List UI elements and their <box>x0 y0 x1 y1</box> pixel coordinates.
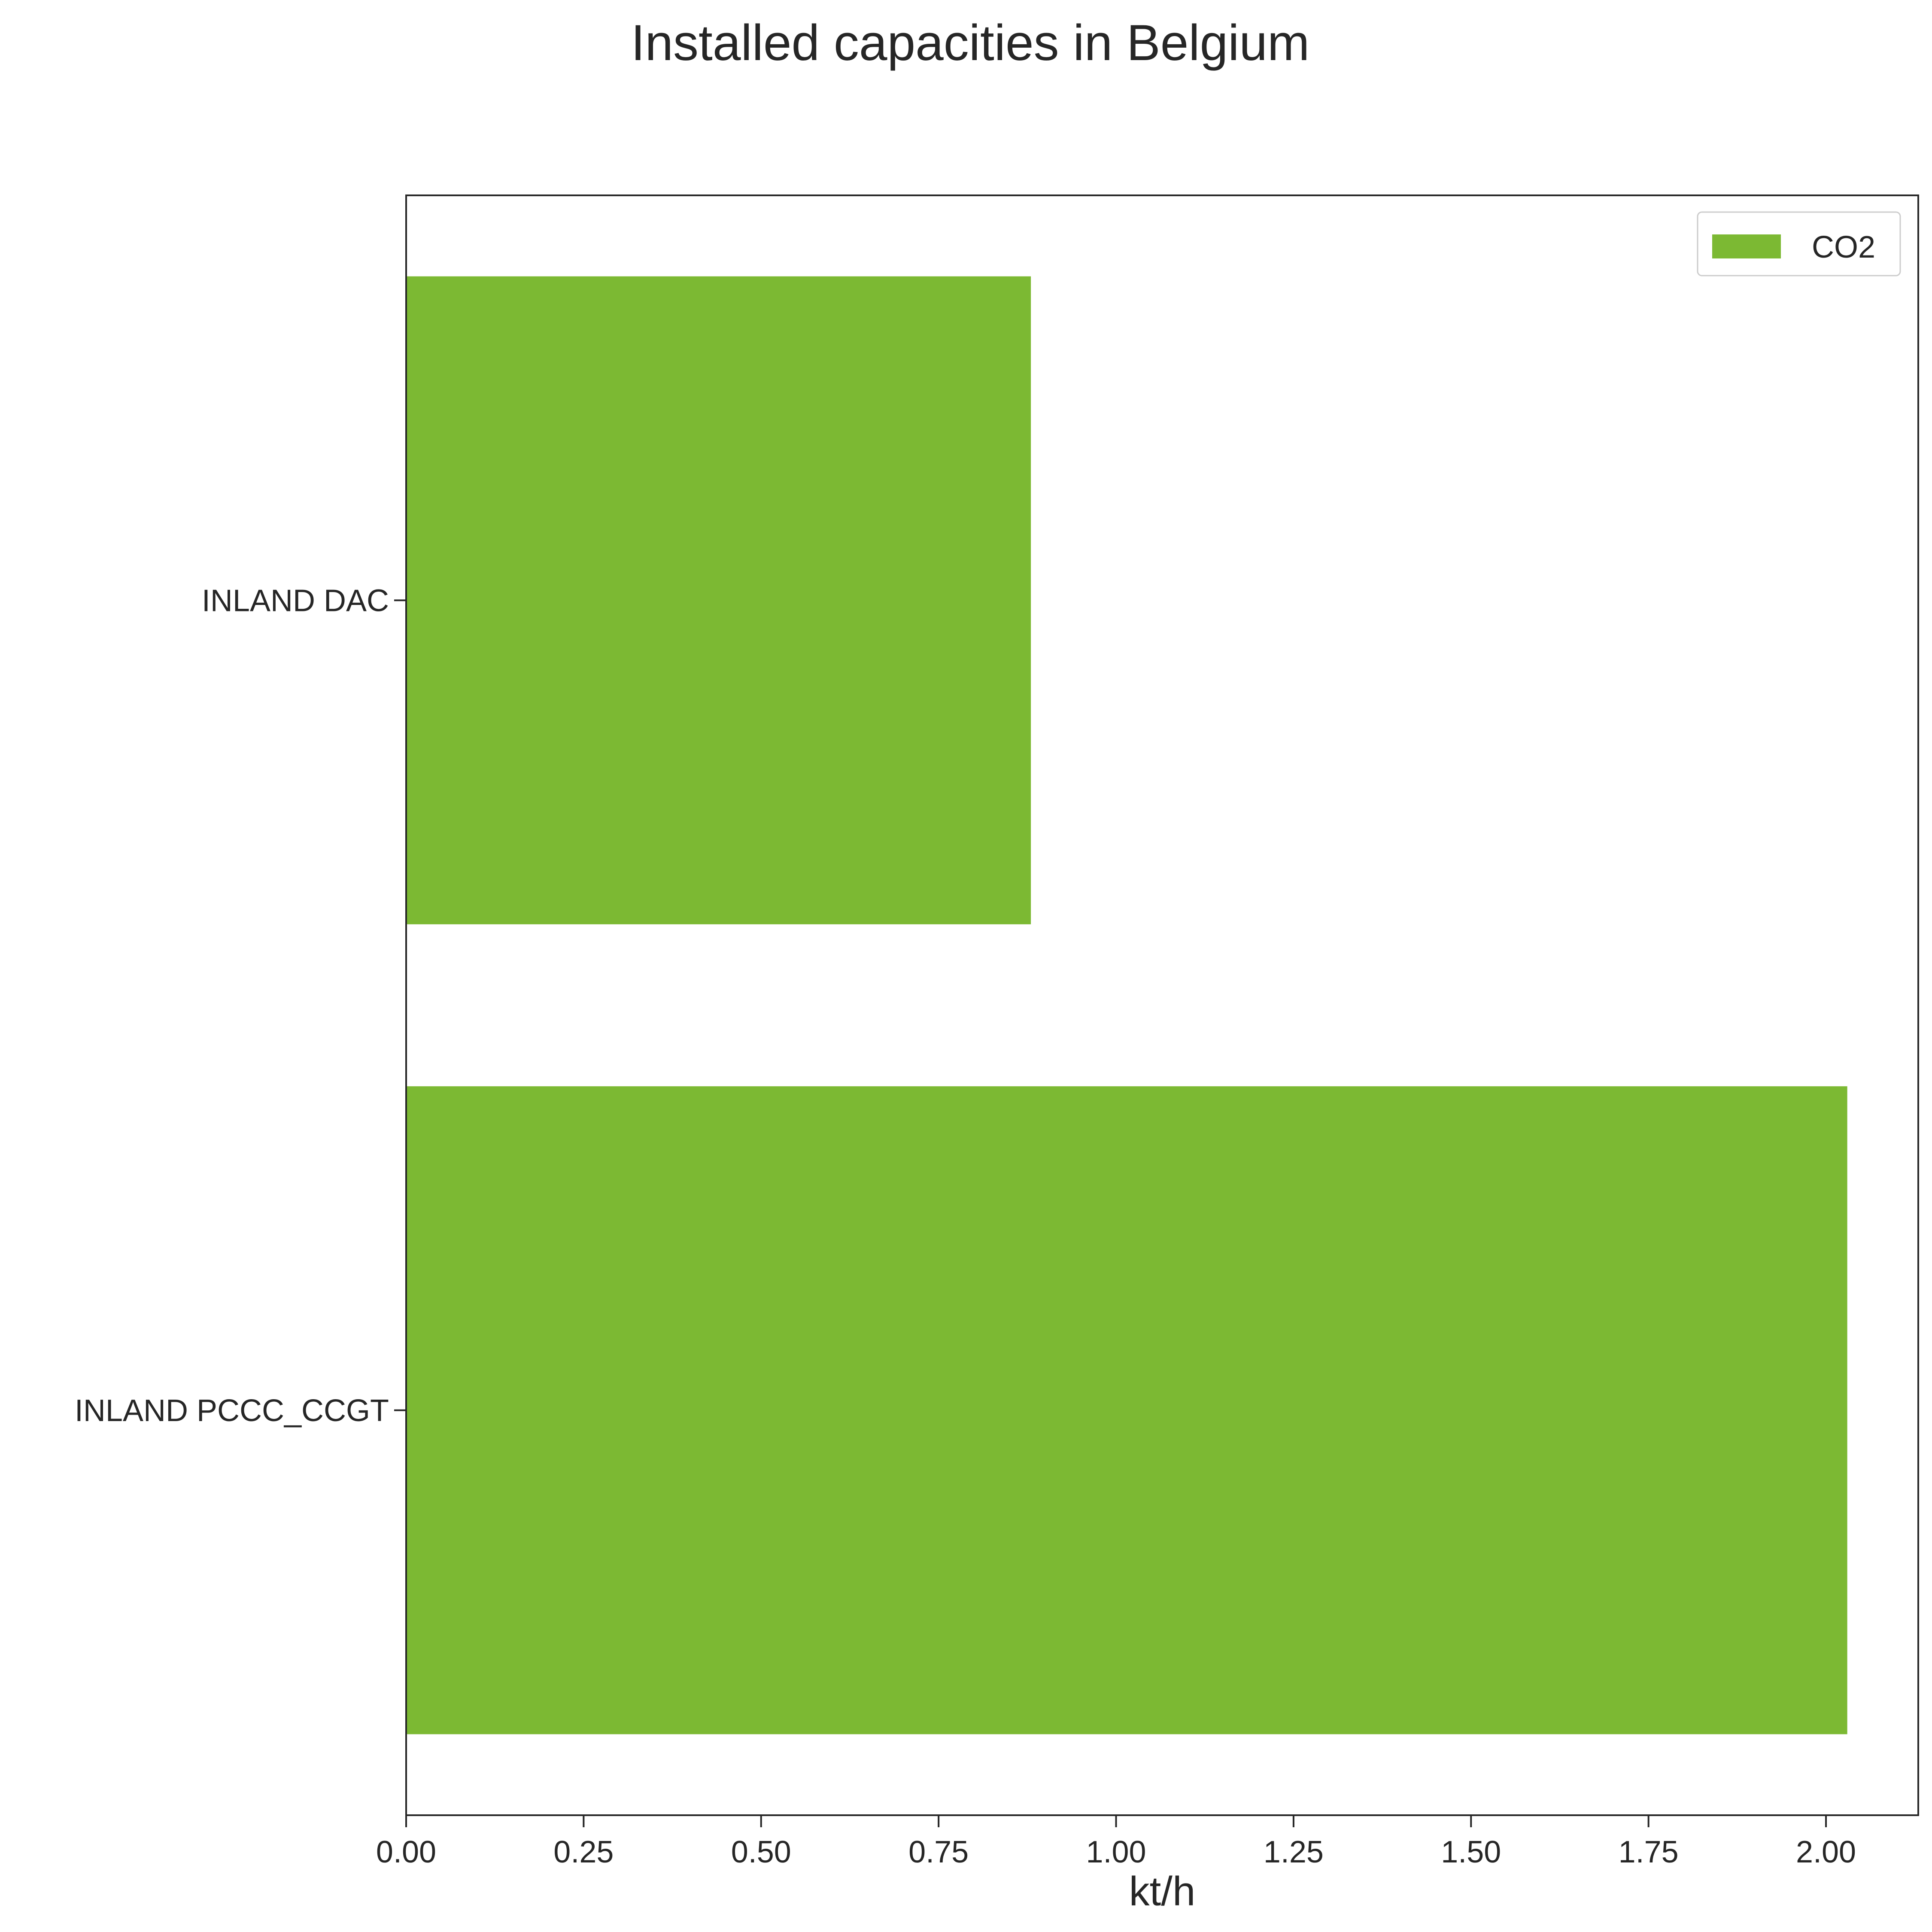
chart-title: Installed capacities in Belgium <box>631 15 1310 71</box>
x-tick-label-4: 1.00 <box>1086 1835 1146 1869</box>
x-tick-label-3: 0.75 <box>908 1835 969 1869</box>
x-tick-label-2: 0.50 <box>731 1835 791 1869</box>
y-tick-label-inland-pccc-ccgt: INLAND PCCC_CCGT <box>75 1394 389 1428</box>
x-axis-label: kt/h <box>1129 1868 1196 1914</box>
legend-swatch-co2 <box>1712 234 1781 258</box>
legend: CO2 <box>1697 211 1901 276</box>
axes-frame <box>405 194 1919 1816</box>
x-axis-ticks: 0.00 0.25 0.50 0.75 1.00 1.25 1.50 1.75 2.00 <box>376 1815 1856 1869</box>
legend-box <box>1697 211 1901 276</box>
x-tick-label-0: 0.00 <box>376 1835 436 1869</box>
x-tick-label-5: 1.25 <box>1264 1835 1324 1869</box>
x-tick-label-6: 1.50 <box>1441 1835 1501 1869</box>
y-axis-ticks: INLAND DAC INLAND PCCC_CCGT <box>75 583 406 1428</box>
x-tick-label-7: 1.75 <box>1619 1835 1679 1869</box>
legend-label-co2: CO2 <box>1812 230 1875 264</box>
x-tick-label-1: 0.25 <box>553 1835 614 1869</box>
bar-inland-pccc-ccgt <box>406 1086 1847 1735</box>
bars-layer <box>406 276 1847 1735</box>
y-tick-label-inland-dac: INLAND DAC <box>202 583 389 618</box>
x-tick-label-8: 2.00 <box>1796 1835 1856 1869</box>
bar-inland-dac <box>406 276 1031 924</box>
